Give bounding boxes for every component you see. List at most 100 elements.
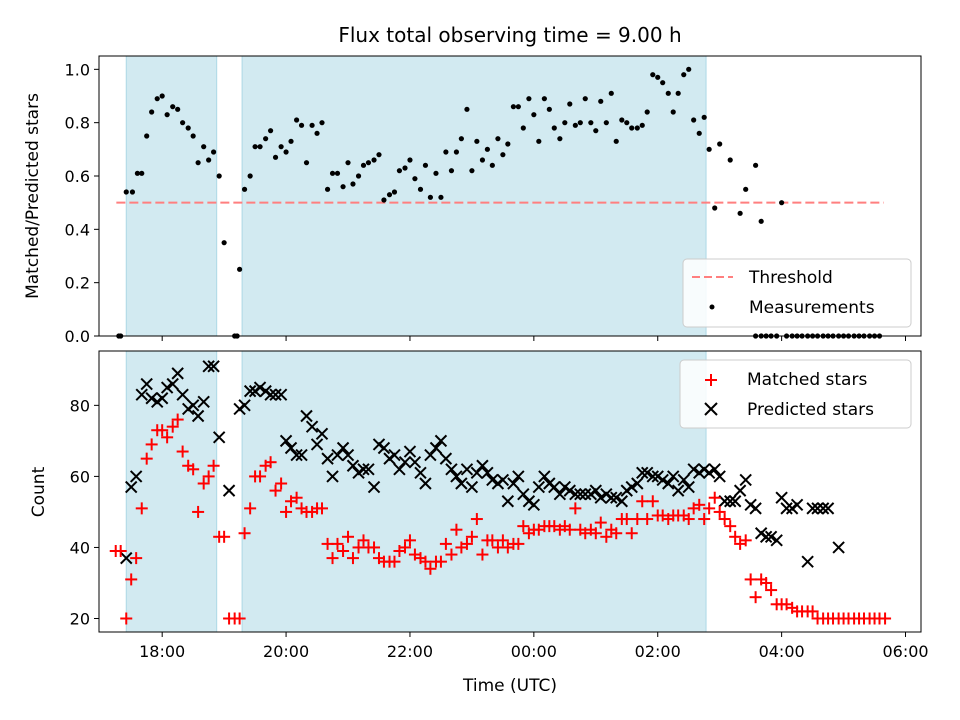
predicted-point — [336, 441, 350, 455]
measurement-point — [753, 162, 759, 168]
predicted-point — [388, 448, 401, 462]
matched-point — [636, 495, 649, 508]
matched-point — [171, 413, 184, 426]
matched-point — [145, 438, 158, 451]
matched-point — [197, 477, 210, 490]
predicted-point — [718, 495, 731, 508]
matched-point — [187, 463, 200, 476]
predicted-point — [532, 480, 546, 494]
predicted-point — [594, 491, 607, 504]
measurement-point — [267, 128, 274, 134]
predicted-point — [367, 480, 381, 494]
measurement-point — [505, 141, 511, 147]
predicted-point — [264, 388, 277, 401]
measurement-point — [634, 125, 640, 131]
measurement-point — [412, 176, 418, 182]
measurement-point — [283, 149, 289, 155]
matched-point — [625, 527, 638, 540]
measurement-point — [469, 168, 475, 174]
measurement-point — [717, 141, 723, 147]
measurement-point — [201, 144, 207, 150]
measurement-point — [185, 125, 191, 131]
ratio-y-tick-label: 0.8 — [65, 114, 90, 133]
predicted-point — [631, 477, 644, 490]
measurement-point — [510, 104, 517, 110]
predicted-point — [816, 502, 830, 515]
matched-point — [424, 562, 437, 575]
matched-point — [166, 420, 179, 433]
predicted-point — [129, 470, 143, 483]
predicted-point — [667, 470, 680, 483]
predicted-point — [496, 473, 510, 487]
predicted-point — [207, 360, 220, 373]
measurement-point — [252, 144, 258, 150]
predicted-point — [300, 409, 313, 423]
x-axis-label: Time (UTC) — [462, 676, 557, 696]
predicted-point — [305, 420, 319, 433]
predicted-point — [310, 438, 324, 451]
matched-point — [130, 552, 143, 565]
measurement-point — [170, 104, 176, 110]
predicted-point — [341, 448, 355, 462]
measurement-point — [551, 125, 557, 131]
x-tick-label: 06:00 — [882, 642, 928, 661]
legend-threshold-label: Threshold — [748, 268, 833, 288]
predicted-point — [636, 466, 649, 480]
measurement-point — [655, 74, 661, 80]
measurement-point — [319, 120, 325, 126]
predicted-point — [605, 491, 618, 504]
predicted-point — [569, 487, 582, 501]
measurement-point — [484, 146, 490, 152]
measurement-point — [737, 210, 743, 216]
measurement-point — [495, 136, 501, 142]
measurement-point — [134, 170, 141, 176]
ratio-legend: Threshold Measurements — [682, 258, 912, 328]
predicted-point — [171, 367, 184, 380]
matched-point — [641, 513, 654, 526]
predicted-point — [419, 477, 432, 490]
measurement-point — [536, 138, 542, 144]
matched-point — [331, 537, 344, 550]
matched-point — [512, 537, 525, 550]
predicted-point — [398, 455, 412, 469]
matched-point — [486, 534, 499, 547]
predicted-point — [733, 484, 747, 497]
measurement-point — [691, 117, 697, 123]
predicted-point — [186, 399, 200, 412]
measurement-point — [355, 173, 362, 179]
ratio-observing-window-0 — [125, 55, 218, 337]
count-y-axis-label: Count — [29, 466, 49, 517]
count-legend-box — [679, 359, 912, 429]
matched-point — [729, 530, 742, 543]
predicted-point — [362, 463, 375, 476]
measurement-point — [257, 144, 263, 150]
matched-point — [594, 516, 607, 529]
measurement-point — [164, 112, 170, 118]
measurement-point — [123, 189, 129, 195]
measurement-point — [743, 186, 749, 192]
measurement-point — [241, 186, 248, 192]
matched-point — [140, 452, 153, 465]
predicted-point — [160, 381, 174, 394]
measurement-point — [629, 125, 635, 131]
measurement-point — [190, 133, 196, 139]
count-observing-window-1 — [241, 350, 707, 633]
measurement-point — [272, 154, 279, 160]
matched-point — [760, 576, 773, 589]
predicted-point — [253, 381, 267, 394]
legend-predicted-swatch — [704, 402, 718, 416]
measurement-point — [557, 136, 563, 142]
measurement-point — [391, 189, 398, 195]
predicted-point — [403, 445, 417, 458]
matched-point — [610, 527, 623, 540]
measurement-point — [588, 120, 594, 126]
predicted-point — [357, 463, 370, 476]
matched-point — [135, 502, 148, 515]
chart-title: Flux total observing time = 9.00 h — [338, 23, 681, 47]
measurement-point — [402, 165, 408, 171]
measurement-point — [329, 170, 336, 176]
measurement-point — [779, 200, 785, 206]
measurement-point — [675, 90, 681, 96]
measurement-point — [309, 122, 315, 128]
matched-point — [806, 605, 819, 618]
